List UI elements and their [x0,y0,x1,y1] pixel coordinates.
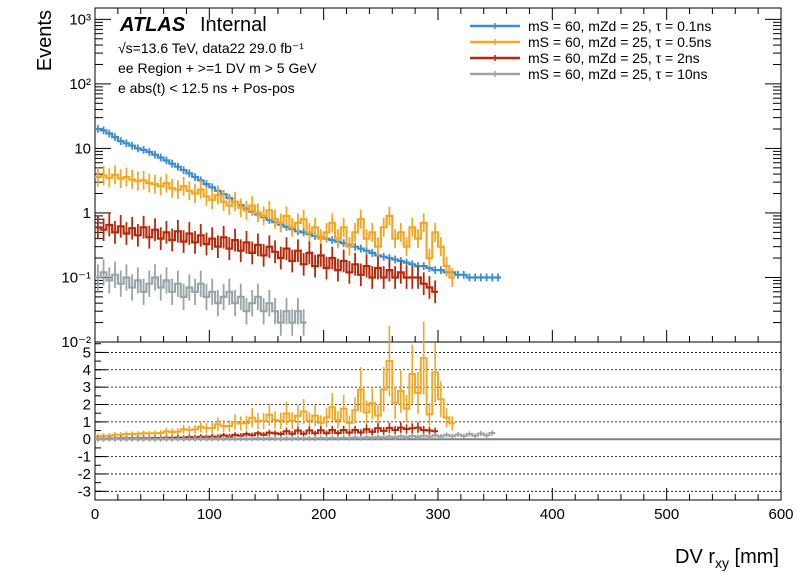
ratio-y-tick-label: 5 [83,344,91,361]
x-tick-label: 100 [197,506,222,523]
y-tick-label: 10⁻² [61,334,91,351]
ratio-y-tick-label: 1 [83,414,91,431]
ratio-y-tick-label: 2 [83,397,91,414]
x-tick-label: 500 [654,506,679,523]
ratio-series-line-0 [95,357,456,438]
ratio-y-tick-label: 3 [83,379,91,396]
info-line-3: e abs(t) < 12.5 ns + Pos-pos [118,80,295,96]
ratio-y-tick-label: -2 [78,466,91,483]
x-tick-label: 300 [425,506,450,523]
info-line-2: ee Region + >=1 DV m > 5 GeV [118,60,317,76]
atlas-logo-text: ATLAS [119,14,186,36]
ratio-series-layer [95,321,781,442]
info-line-1: √s=13.6 TeV, data22 29.0 fb⁻¹ [118,40,304,56]
legend-label-0: mS = 60, mZd = 25, τ = 0.1ns [528,18,711,34]
legend-label-3: mS = 60, mZd = 25, τ = 10ns [528,66,707,82]
y-tick-label: 10 [74,140,91,157]
x-tick-label: 600 [768,506,793,523]
x-tick-label: 200 [311,506,336,523]
ratio-panel-frame [94,341,782,501]
y-tick-label: 10⁻¹ [61,269,91,286]
ratio-y-tick-label: -3 [78,483,91,500]
ratio-y-tick-label: 4 [83,362,91,379]
y-axis-title: Events [34,10,56,71]
legend-label-1: mS = 60, mZd = 25, τ = 0.5ns [528,34,711,50]
atlas-label-block: ATLAS Internal √s=13.6 TeV, data22 29.0 … [118,14,317,96]
y-tick-label: 1 [83,205,91,222]
legend-label-2: mS = 60, mZd = 25, τ = 2ns [528,50,700,66]
atlas-status-text: Internal [200,14,267,36]
x-tick-label: 400 [540,506,565,523]
x-axis-title: DV rxy [mm] [675,546,779,571]
ratio-series-line-2 [95,432,496,441]
ratio-y-tick-label: -1 [78,449,91,466]
y-tick-label: 10² [69,76,91,93]
y-tick-label: 10³ [69,11,91,28]
ratio-y-tick-label: 0 [83,431,91,448]
main-series-layer [95,125,501,336]
main-panel-ticks: 10⁻² 10⁻¹ 1 10 10² 10³ [61,8,782,351]
x-tick-label: 0 [91,506,99,523]
series-line-0 [95,127,501,279]
